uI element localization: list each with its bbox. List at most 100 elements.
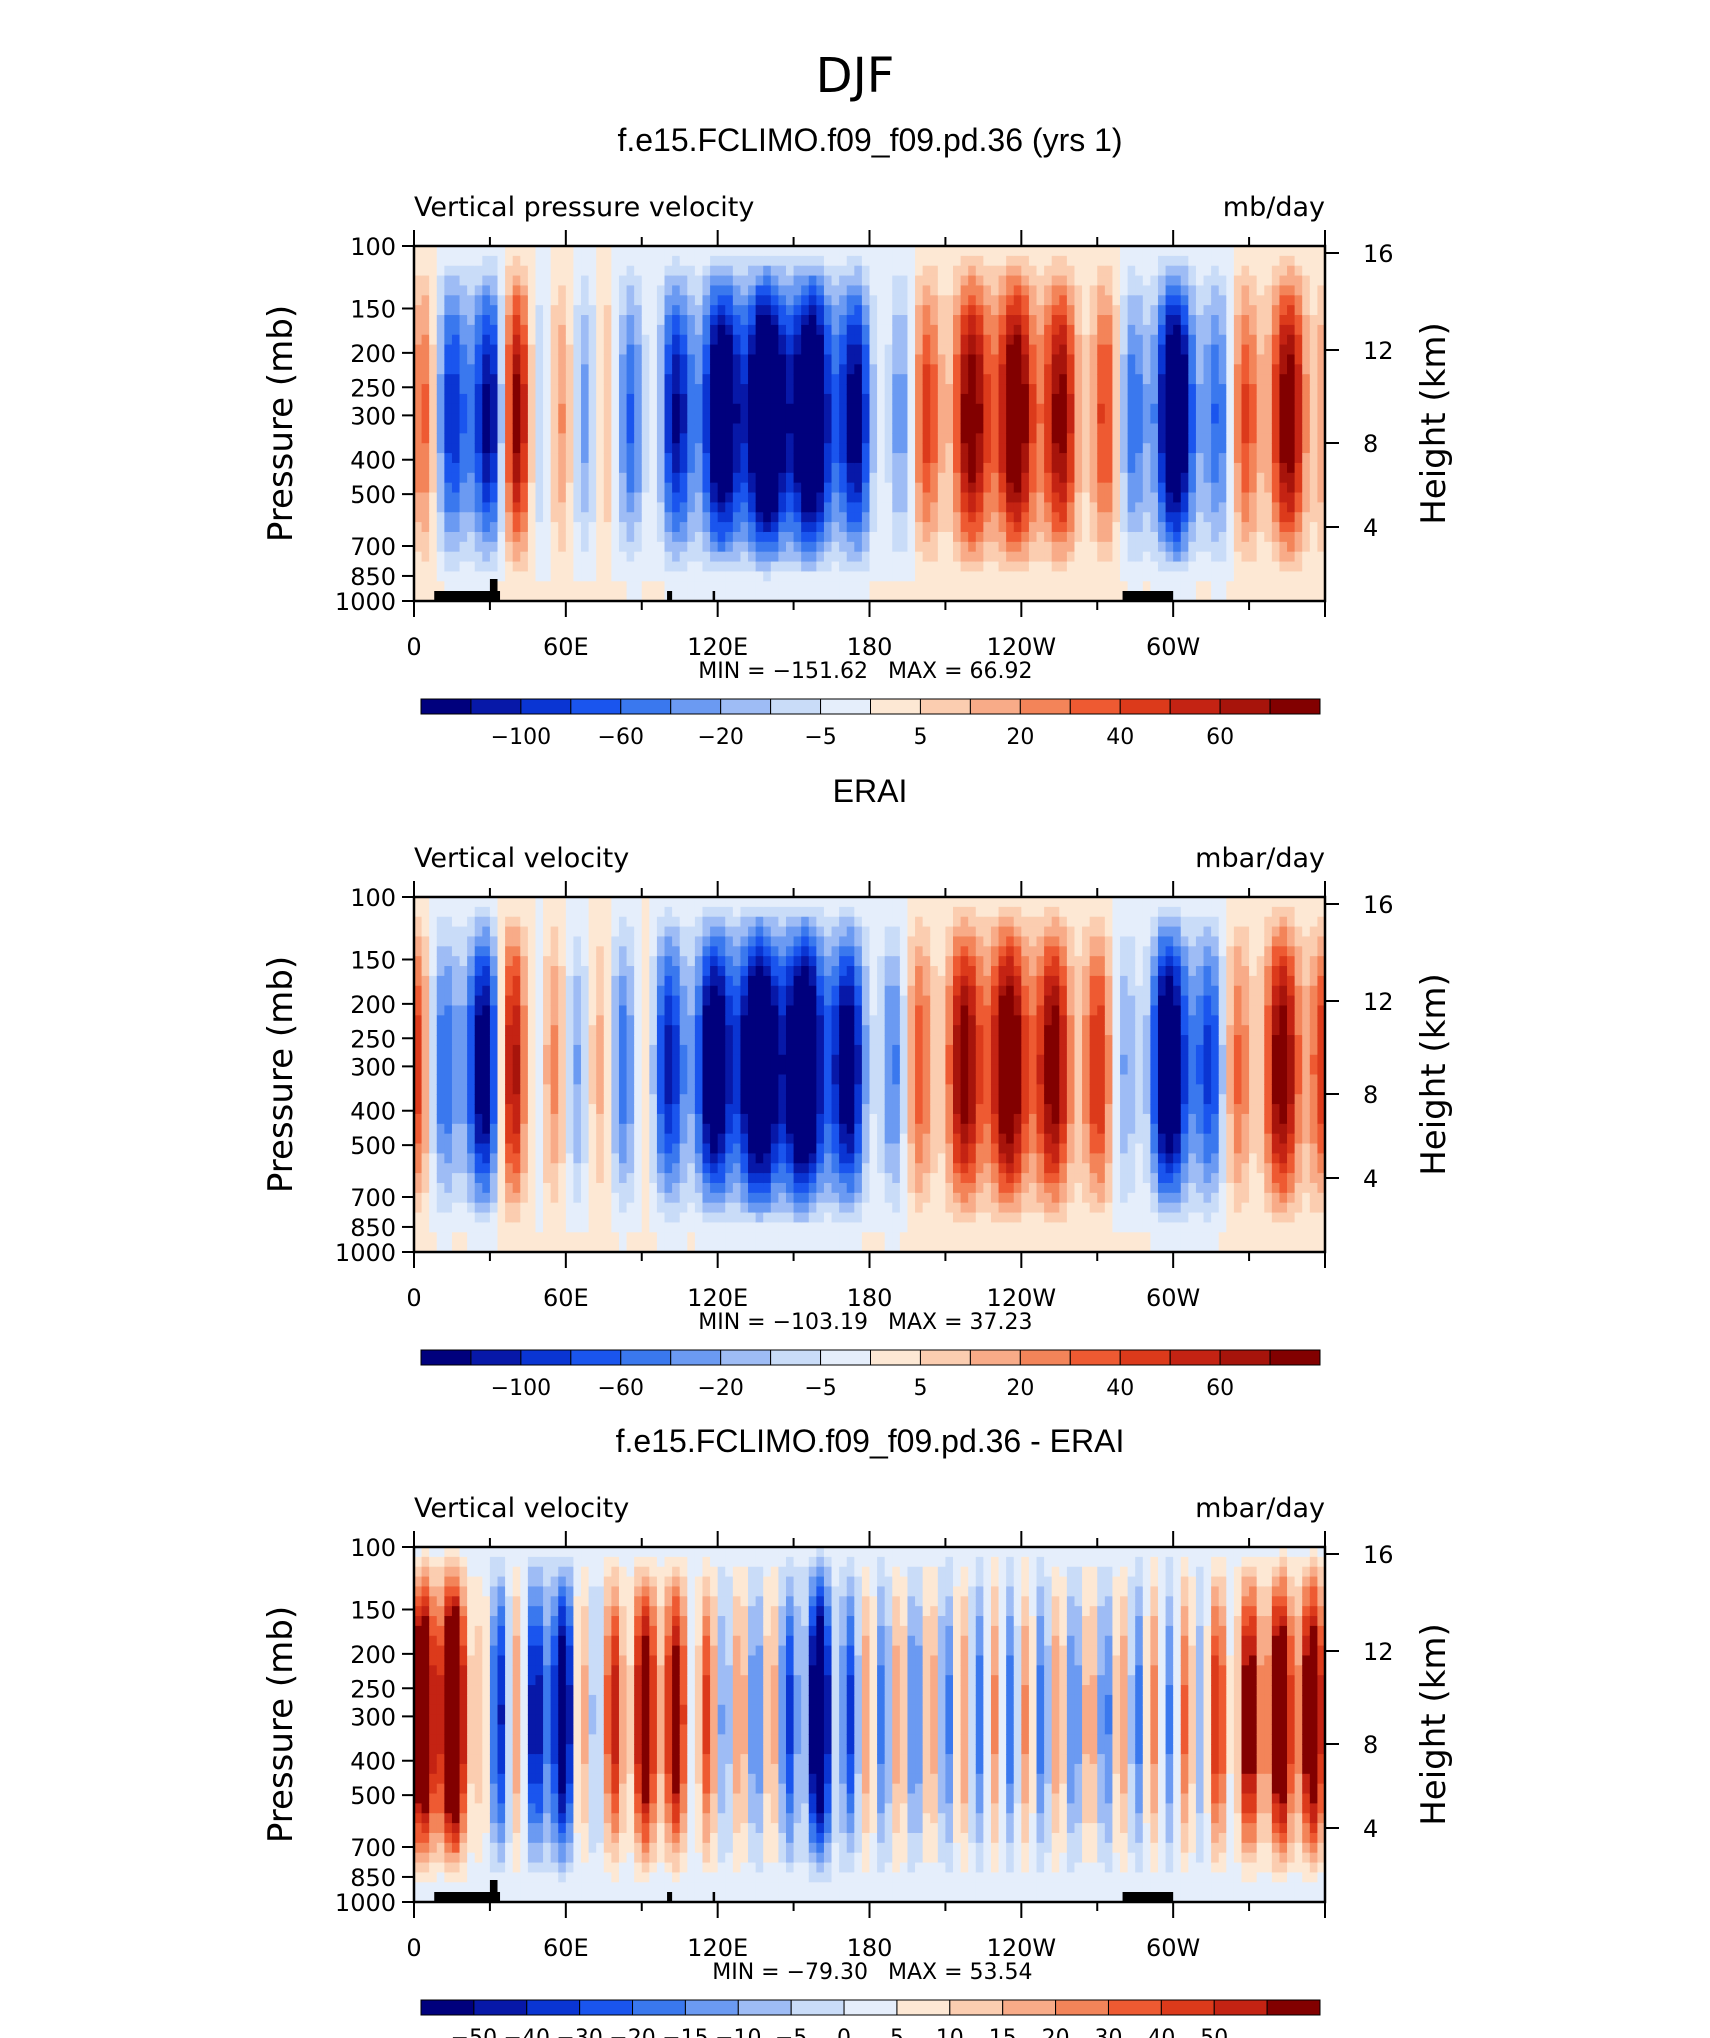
heatmap-cell (573, 413, 582, 425)
heatmap-cell (649, 551, 658, 563)
heatmap-cell (520, 975, 529, 987)
heatmap-cell (793, 512, 802, 523)
heatmap-cell (649, 265, 658, 277)
heatmap-cell (1036, 344, 1045, 356)
heatmap-cell (869, 462, 878, 474)
heatmap-cell (429, 443, 438, 454)
heatmap-cell (808, 571, 817, 582)
heatmap-cell (793, 364, 802, 375)
heatmap-cell (1097, 522, 1106, 533)
heatmap-cell (915, 364, 924, 375)
heatmap-cell (770, 265, 779, 277)
heatmap-cell (975, 492, 984, 503)
heatmap-cell (512, 926, 521, 938)
heatmap-cell (899, 443, 909, 454)
heatmap-cell (877, 531, 886, 543)
heatmap-cell (816, 265, 825, 277)
heatmap-cell (1279, 246, 1288, 257)
heatmap-cell (482, 374, 491, 385)
heatmap-cell (474, 561, 483, 573)
heatmap-cell (1195, 295, 1205, 306)
heatmap-cell (1188, 403, 1197, 415)
heatmap-cell (581, 571, 590, 582)
heatmap-cell (687, 462, 696, 474)
heatmap-cell (1249, 551, 1258, 563)
heatmap-cell (846, 492, 855, 503)
y-tick-label: 150 (350, 296, 396, 324)
heatmap-cell (808, 295, 817, 306)
heatmap-cell (854, 374, 863, 385)
heatmap-cell (915, 591, 924, 602)
heatmap-cell (808, 364, 817, 375)
heatmap-cell (581, 522, 590, 533)
heatmap-cell (740, 265, 749, 277)
heatmap-cell (618, 571, 628, 582)
heatmap-cell (975, 324, 984, 336)
heatmap-cell (884, 246, 893, 257)
heatmap-cell (1051, 551, 1060, 563)
heatmap-cell (611, 246, 620, 257)
heatmap-cell (1051, 413, 1060, 425)
heatmap-cell (839, 344, 848, 356)
heatmap-cell (444, 423, 453, 434)
heatmap-cell (649, 354, 658, 365)
heatmap-cell (1271, 275, 1281, 287)
heatmap-cell (459, 551, 468, 563)
heatmap-cell (1028, 443, 1038, 454)
heatmap-cell (1006, 334, 1015, 346)
heatmap-cell (543, 571, 552, 582)
heatmap-cell (702, 305, 711, 316)
heatmap-cell (1135, 324, 1144, 336)
heatmap-cell (907, 531, 916, 543)
heatmap-cell (679, 502, 688, 513)
heatmap-cell (778, 265, 787, 277)
heatmap-cell (1211, 246, 1220, 257)
heatmap-cell (505, 1222, 514, 1233)
heatmap-cell (505, 1173, 514, 1184)
heatmap-cell (846, 482, 855, 494)
heatmap-cell (922, 344, 931, 356)
heatmap-cell (581, 393, 590, 405)
heatmap-cell (436, 492, 445, 503)
heatmap-cell (1287, 561, 1296, 573)
heatmap-cell (1051, 522, 1060, 533)
heatmap-cell (748, 354, 757, 365)
heatmap-cell (1188, 423, 1197, 434)
heatmap-cell (915, 472, 924, 484)
heatmap-cell (1211, 433, 1220, 444)
heatmap-cell (1249, 453, 1258, 464)
heatmap-cell (611, 275, 620, 287)
heatmap-cell (489, 334, 499, 346)
heatmap-cell (846, 433, 855, 444)
heatmap-cell (527, 561, 537, 573)
heatmap-cell (1157, 265, 1167, 277)
heatmap-cell (778, 403, 787, 415)
heatmap-cell (588, 413, 597, 425)
heatmap-cell (899, 403, 909, 415)
heatmap-cell (467, 946, 476, 957)
heatmap-cell (550, 571, 559, 582)
heatmap-cell (421, 1104, 430, 1115)
heatmap-cell (1150, 531, 1159, 543)
heatmap-cell (1074, 502, 1083, 513)
heatmap-cell (1271, 423, 1281, 434)
heatmap-cell (937, 551, 947, 563)
heatmap-cell (990, 364, 1000, 375)
heatmap-cell (1241, 423, 1250, 434)
heatmap-cell (1180, 403, 1189, 415)
heatmap-cell (626, 275, 635, 287)
heatmap-cell (1028, 561, 1038, 573)
panel-title: ERAI (833, 773, 908, 809)
heatmap-cell (1104, 393, 1114, 405)
heatmap-cell (892, 551, 901, 563)
heatmap-cell (505, 1123, 514, 1135)
heatmap-cell (793, 492, 802, 503)
heatmap-cell (710, 305, 719, 316)
heatmap-cell (748, 285, 757, 296)
heatmap-cell (884, 315, 893, 326)
heatmap-cell (1013, 295, 1022, 306)
heatmap-cell (1226, 413, 1235, 425)
heatmap-cell (429, 531, 438, 543)
heatmap-cell (801, 591, 810, 602)
heatmap-cell (877, 255, 886, 267)
